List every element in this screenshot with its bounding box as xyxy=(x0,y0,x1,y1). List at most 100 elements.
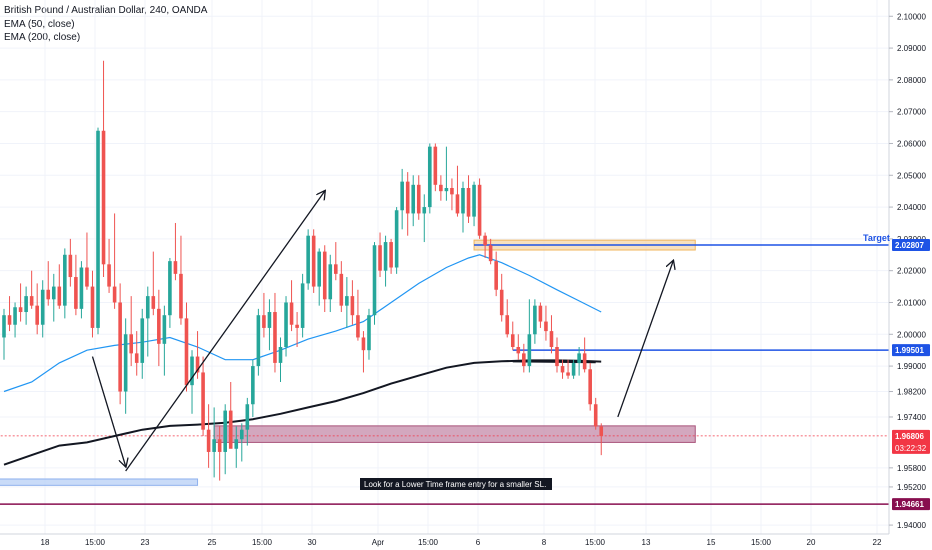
candle-body xyxy=(51,286,56,300)
candle-body xyxy=(582,353,587,370)
candle-body xyxy=(577,353,581,363)
trend-arrow xyxy=(617,261,673,418)
candle-body xyxy=(46,289,51,300)
candle-body xyxy=(79,267,84,309)
candle-body xyxy=(212,439,216,452)
time-tick-label: 15:00 xyxy=(585,538,606,547)
time-tick-label: 25 xyxy=(208,538,217,547)
demand-zone xyxy=(213,425,696,443)
candle-body xyxy=(549,331,554,348)
time-tick-label: 8 xyxy=(542,538,547,547)
legend-ema50: EMA (50, close) xyxy=(4,19,75,30)
candle-body xyxy=(206,429,211,452)
price-tick-label: 1.95200 xyxy=(897,483,926,492)
candle-body xyxy=(63,254,67,306)
price-tick-label: 2.09000 xyxy=(897,44,926,53)
price-tick-label: 2.10000 xyxy=(897,12,926,21)
candle-body xyxy=(29,296,34,306)
time-tick-label: 15:00 xyxy=(85,538,106,547)
price-tick-label: 2.04000 xyxy=(897,203,926,212)
price-tick-label: 1.97400 xyxy=(897,413,926,422)
trend-arrow xyxy=(125,191,325,472)
candle-body xyxy=(593,404,598,427)
candle-body xyxy=(168,261,172,316)
candle-body xyxy=(488,245,493,262)
time-tick-label: 18 xyxy=(41,538,50,547)
candle-body xyxy=(433,146,438,185)
candle-body xyxy=(367,315,371,351)
candle-body xyxy=(311,235,316,287)
candle-body xyxy=(223,410,227,452)
candle-body xyxy=(151,296,156,309)
candle-body xyxy=(134,353,139,363)
candle-body xyxy=(477,184,482,236)
candle-body xyxy=(184,318,189,386)
plot-area: Look for a Lower Time frame entry for a … xyxy=(0,0,889,534)
price-tick-label: 1.98200 xyxy=(897,388,926,397)
price-axis xyxy=(889,0,932,550)
candle-body xyxy=(555,347,559,367)
target-caption: Target xyxy=(863,233,890,243)
ema50-line xyxy=(3,254,602,393)
candle-body xyxy=(383,242,388,271)
trend-arrow xyxy=(91,356,125,467)
candle-body xyxy=(466,187,471,217)
candle-body xyxy=(339,273,344,306)
price-tick-label: 2.02000 xyxy=(897,267,926,276)
chart-title: British Pound / Australian Dollar, 240, … xyxy=(4,5,208,16)
price-tick-label: 2.06000 xyxy=(897,139,926,148)
candle-body xyxy=(289,302,294,325)
price-label-box xyxy=(892,429,930,454)
time-tick-label: 30 xyxy=(308,538,317,547)
candle-body xyxy=(295,324,299,328)
candle-body xyxy=(195,356,200,373)
candle-body xyxy=(101,130,106,265)
candle-body xyxy=(13,307,17,325)
candle-body xyxy=(389,242,393,268)
time-tick-label: 15:00 xyxy=(418,538,439,547)
candle-body xyxy=(123,334,128,392)
candle-body xyxy=(450,187,454,195)
candle-body xyxy=(267,312,272,328)
candle-body xyxy=(510,334,515,348)
candle-body xyxy=(278,347,283,363)
candle-body xyxy=(18,307,23,313)
candle-body xyxy=(378,245,382,271)
candle-body xyxy=(522,353,526,367)
candle-body xyxy=(251,366,255,405)
price-label: 1.96806 xyxy=(895,432,924,441)
annotation-text: Look for a Lower Time frame entry for a … xyxy=(364,480,546,489)
candle-body xyxy=(322,251,327,300)
candle-body xyxy=(157,308,161,344)
candle-body xyxy=(455,194,460,214)
candle-body xyxy=(107,264,111,287)
price-tick-label: 1.95800 xyxy=(897,464,926,473)
candle-body xyxy=(428,146,432,208)
candle-body xyxy=(57,286,62,306)
candle-body xyxy=(262,315,266,328)
candle-body xyxy=(422,207,427,214)
candle-body xyxy=(345,296,349,306)
candle-body xyxy=(96,130,100,328)
candle-body xyxy=(40,289,45,325)
candle-body xyxy=(306,235,310,284)
candle-body xyxy=(499,289,504,316)
candle-body xyxy=(273,312,277,363)
candle-body xyxy=(461,187,465,214)
candle-body xyxy=(394,210,399,268)
candle-body xyxy=(405,181,410,214)
candle-body xyxy=(328,264,333,300)
time-tick-label: 6 xyxy=(476,538,481,547)
candle-body xyxy=(300,283,305,328)
candle-body xyxy=(145,296,150,319)
price-sublabel: 03:22:32 xyxy=(895,444,927,453)
price-label-box xyxy=(892,344,930,357)
candle-body xyxy=(201,372,205,430)
ema200-line xyxy=(3,359,602,466)
candle-body xyxy=(317,251,322,287)
price-label-box xyxy=(892,239,930,252)
price-label-box xyxy=(892,498,930,511)
candle-body xyxy=(90,286,95,328)
candle-body xyxy=(571,362,576,376)
